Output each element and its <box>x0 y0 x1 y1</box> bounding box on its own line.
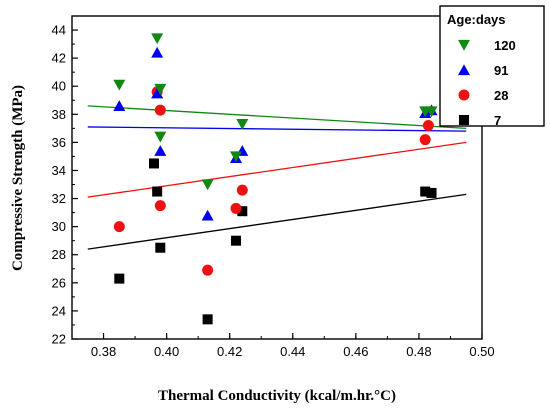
trend-line-91 <box>87 126 467 132</box>
x-tick-label: 0.50 <box>469 344 494 359</box>
y-tick-label: 30 <box>52 219 66 234</box>
legend: Age:days 120 91 28 7 <box>439 5 545 128</box>
y-axis: 22 24 26 28 30 32 34 36 38 40 42 44 <box>52 15 78 347</box>
y-tick-label: 24 <box>52 303 66 318</box>
y-tick-label: 22 <box>52 332 66 347</box>
trend-line-28 <box>87 141 467 198</box>
data-point-120 <box>201 179 214 191</box>
data-point-91 <box>154 145 167 156</box>
legend-label-7: 7 <box>494 113 501 128</box>
data-point-7 <box>155 242 166 253</box>
legend-label-120: 120 <box>494 38 516 53</box>
legend-marker-7 <box>459 115 469 125</box>
data-point-7 <box>231 235 241 246</box>
x-tick-label: 0.48 <box>406 344 431 359</box>
legend-marker-28 <box>458 89 470 101</box>
data-point-91 <box>113 100 126 111</box>
x-axis-title: Thermal Conductivity (kcal/m.hr.°C) <box>158 388 396 404</box>
data-point-120 <box>154 131 167 143</box>
data-point-120 <box>151 33 164 45</box>
trend-lines <box>87 105 467 250</box>
data-point-7 <box>420 186 431 197</box>
y-tick-label: 36 <box>52 135 66 150</box>
data-point-120 <box>154 83 167 95</box>
y-tick-label: 28 <box>52 247 66 262</box>
data-point-28 <box>230 202 242 214</box>
x-tick-label: 0.42 <box>217 344 242 359</box>
data-point-91 <box>201 209 214 221</box>
x-tick-label: 0.44 <box>280 344 305 359</box>
y-axis-title: Compressive Strength (MPa) <box>10 85 26 271</box>
data-point-7 <box>237 206 248 217</box>
legend-label-91: 91 <box>494 63 508 78</box>
x-tick-label: 0.40 <box>154 344 179 359</box>
x-axis: 0.38 0.40 0.42 0.44 0.46 0.48 0.50 <box>71 333 495 359</box>
data-point-7 <box>114 273 125 284</box>
data-point-7 <box>152 186 163 197</box>
data-point-7 <box>202 314 213 325</box>
x-tick-label: 0.38 <box>91 344 116 359</box>
y-tick-label: 40 <box>52 79 66 94</box>
y-tick-label: 34 <box>52 163 66 178</box>
data-point-120 <box>425 106 438 118</box>
legend-marker-120 <box>458 39 470 51</box>
legend-box <box>439 5 545 127</box>
data-point-28 <box>236 184 248 196</box>
data-point-28 <box>419 134 431 146</box>
legend-marker-91 <box>458 64 470 76</box>
data-point-91 <box>151 87 164 99</box>
y-tick-label: 44 <box>52 23 66 38</box>
x-tick-label: 0.46 <box>343 344 368 359</box>
y-tick-label: 38 <box>52 107 66 122</box>
plot-area <box>71 15 483 340</box>
data-point-28 <box>154 200 166 212</box>
legend-label-28: 28 <box>494 88 508 103</box>
trend-line-120 <box>87 105 467 129</box>
data-point-120 <box>113 79 126 91</box>
data-point-28 <box>113 221 125 233</box>
legend-title: Age:days <box>447 12 506 27</box>
data-point-120 <box>230 151 242 163</box>
data-point-7 <box>426 187 437 198</box>
y-tick-label: 42 <box>52 51 66 66</box>
data-point-120 <box>236 119 249 130</box>
y-tick-label: 26 <box>52 275 66 290</box>
data-points <box>113 33 438 325</box>
data-point-7 <box>149 158 159 169</box>
trend-line-7 <box>87 193 467 250</box>
data-point-91 <box>151 46 164 58</box>
data-point-28 <box>422 120 434 132</box>
data-point-28 <box>202 264 214 276</box>
data-point-28 <box>154 104 166 116</box>
y-tick-label: 32 <box>52 191 66 206</box>
